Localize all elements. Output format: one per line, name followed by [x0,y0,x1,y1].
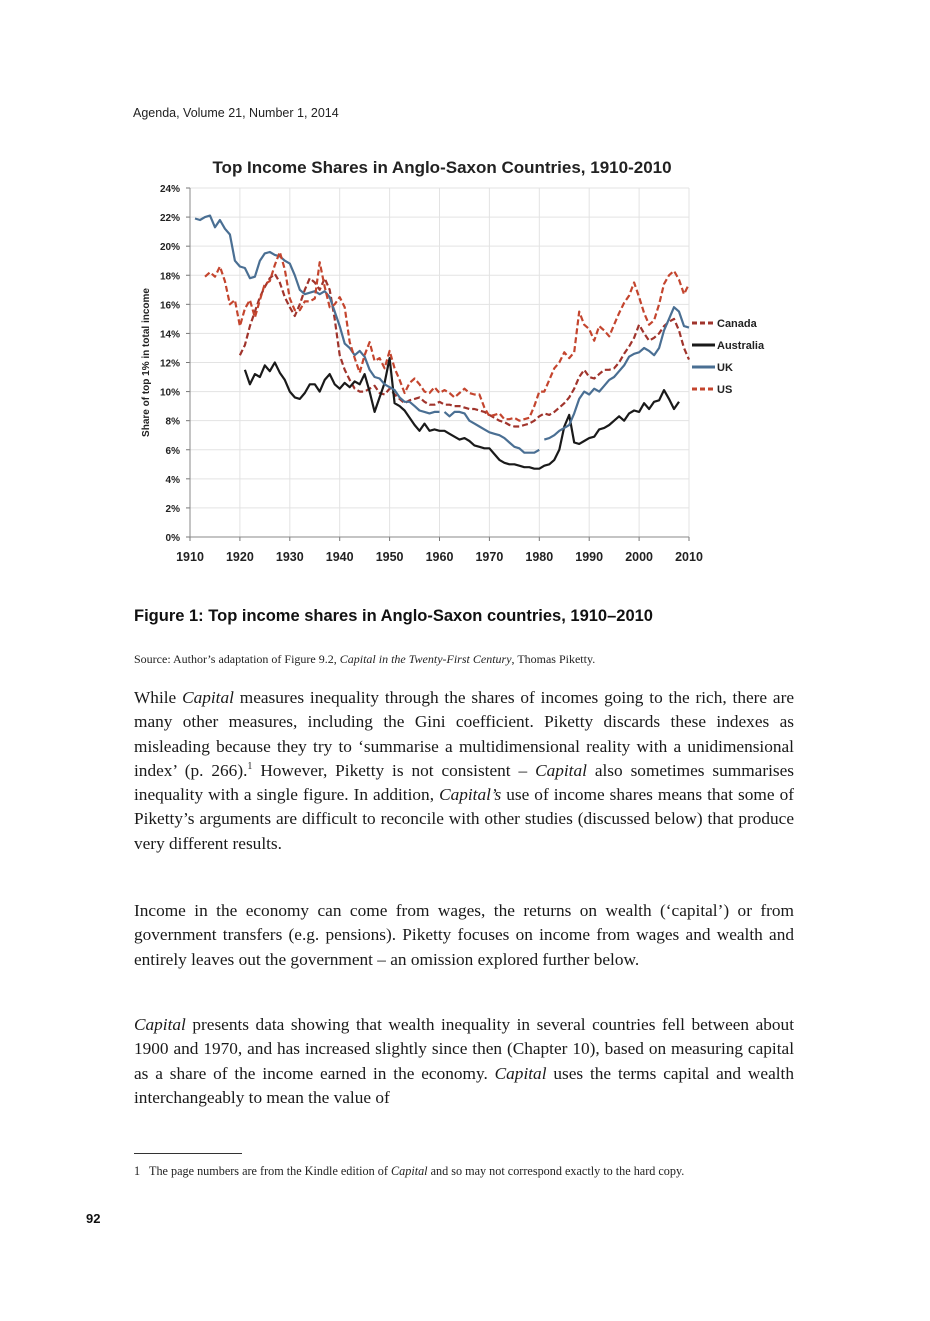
x-tick-label: 1930 [276,550,304,564]
legend-label-australia: Australia [717,340,765,352]
text-run: use of income shares means that some of … [134,785,794,853]
x-tick-label: 1990 [575,550,603,564]
figure-caption: Figure 1: Top income shares in Anglo-Sax… [134,607,653,625]
y-tick-label: 18% [160,271,180,282]
series-line-uk [194,214,440,415]
x-tick-label: 2010 [675,550,703,564]
text-run: Income in the economy can come from wage… [134,901,794,969]
text-run: However, Piketty is not consistent – [252,760,536,780]
italic-run: Capital [134,1015,186,1034]
figure-source-suffix: , Thomas Piketty. [511,652,596,666]
x-tick-label: 1940 [326,550,354,564]
text-run: and so may not correspond exactly to the… [427,1164,685,1178]
running-head: Agenda, Volume 21, Number 1, 2014 [133,106,339,120]
italic-run: Capital’s [439,785,502,805]
x-tick-label: 1920 [226,550,254,564]
y-tick-label: 2% [166,504,181,515]
footnote: 1 The page numbers are from the Kindle e… [134,1163,794,1180]
figure-source-prefix: Source: Author’s adaptation of Figure 9.… [134,652,340,666]
legend-label-canada: Canada [717,318,758,330]
y-tick-label: 8% [166,417,181,428]
y-axis-label: Share of top 1% in total income [141,288,152,437]
x-tick-label: 1970 [475,550,503,564]
y-tick-label: 14% [160,329,180,340]
series-line-us [204,250,690,422]
series-line-canada [238,272,691,428]
y-tick-label: 20% [160,242,180,253]
legend-label-us: US [717,384,732,396]
figure-chart: Top Income Shares in Anglo-Saxon Countri… [133,150,795,572]
figure-source: Source: Author’s adaptation of Figure 9.… [134,652,595,667]
y-tick-label: 4% [166,475,181,486]
footnote-text: The page numbers are from the Kindle edi… [149,1164,684,1178]
paragraph-text: Capital presents data showing that wealt… [134,1013,794,1110]
text-run: uses the terms capital and wealth interc… [134,1063,794,1107]
page-number: 92 [86,1211,101,1226]
paragraph-text: While Capital measures inequality throug… [134,686,794,856]
x-tick-label: 2000 [625,550,653,564]
x-tick-label: 1960 [426,550,454,564]
x-tick-label: 1950 [376,550,404,564]
series-line-uk [543,306,690,441]
series-line-uk [443,410,540,454]
text-run: The page numbers are from the Kindle edi… [149,1164,391,1178]
y-tick-label: 10% [160,388,180,399]
text-run: also sometimes summarises inequality wit… [134,760,794,805]
text-run: presents data showing that wealth inequa… [134,1015,794,1083]
y-tick-label: 12% [160,359,180,370]
footnote-ref: 1 [247,761,253,773]
y-tick-label: 6% [166,446,181,457]
italic-run: Capital [494,1063,547,1083]
body-paragraph-2: Income in the economy can come from wage… [134,899,794,972]
italic-run: Capital [535,760,587,780]
series-line-australia [243,357,680,470]
top-income-chart: Top Income Shares in Anglo-Saxon Countri… [141,158,765,564]
legend-label-uk: UK [717,362,733,374]
y-tick-label: 16% [160,300,180,311]
italic-run: Capital [391,1164,428,1178]
chart-title: Top Income Shares in Anglo-Saxon Countri… [212,158,671,177]
body-paragraph-3: Capital presents data showing that wealt… [134,1013,794,1110]
paragraph-text: Income in the economy can come from wage… [134,899,794,972]
body-paragraph-1: While Capital measures inequality throug… [134,686,794,856]
y-tick-label: 0% [166,533,181,544]
footnote-number: 1 [134,1164,141,1178]
x-tick-label: 1980 [525,550,553,564]
text-run: While [134,688,183,707]
y-tick-label: 24% [160,184,180,195]
italic-run: Capital [182,688,234,707]
x-tick-label: 1910 [176,550,204,564]
footnote-rule [134,1153,242,1154]
y-tick-label: 22% [160,213,180,224]
figure-source-book-title: Capital in the Twenty-First Century [339,652,512,666]
text-run: measures inequality through the shares o… [134,688,794,780]
